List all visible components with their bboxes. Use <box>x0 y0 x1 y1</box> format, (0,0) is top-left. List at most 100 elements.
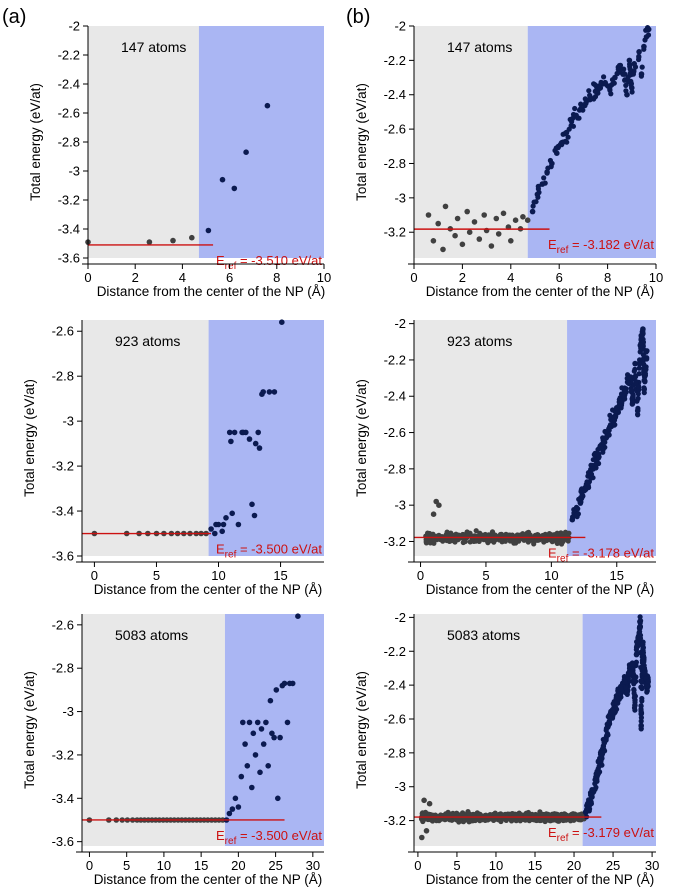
eref-symbol: E <box>216 542 225 557</box>
y-tick-label: -2.2 <box>384 352 406 367</box>
shell-point <box>541 175 547 181</box>
y-axis-title: Total energy (eV/at) <box>22 379 37 497</box>
eref-value: = -3.178 eV/at <box>568 546 654 561</box>
chart-b-923: Eref = -3.178 eV/at 923 atoms -3.2 -3 -2.8 -2… <box>354 316 656 597</box>
shell-point <box>596 763 602 769</box>
size-label: 147 atoms <box>121 39 186 55</box>
core-region <box>414 320 568 556</box>
bulk-point <box>496 534 502 540</box>
data-point <box>637 342 644 349</box>
bulk-point <box>538 817 544 824</box>
x-tick-label: 2 <box>459 270 466 285</box>
x-tick-label: 10 <box>544 568 558 583</box>
y-tick-label: -3 <box>62 704 74 719</box>
shell-point <box>576 496 582 502</box>
y-tick-label: -2.2 <box>58 48 80 63</box>
x-tick-label: 30 <box>306 858 320 873</box>
data-point <box>271 734 277 741</box>
bulk-point <box>473 528 479 534</box>
shell-region <box>224 614 324 846</box>
x-tick-label: 10 <box>317 270 331 285</box>
shell-point <box>586 484 592 491</box>
data-point <box>263 719 269 726</box>
shell-point <box>603 725 610 732</box>
data-point <box>244 763 251 769</box>
x-tick-label: 4 <box>507 270 514 285</box>
y-tick-label: -2.8 <box>52 369 74 384</box>
shell-point <box>638 708 644 714</box>
x-tick-label: 8 <box>604 270 611 285</box>
shell-point <box>636 371 642 377</box>
y-axis-title: Total energy (eV/at) <box>28 83 43 201</box>
data-point <box>249 501 255 508</box>
bulk-point <box>542 534 548 540</box>
data-point <box>611 415 617 421</box>
y-tick-label: -3.6 <box>52 549 74 564</box>
bulk-point <box>518 815 525 821</box>
data-point <box>554 150 560 156</box>
eref-value: = -3.179 eV/at <box>568 825 654 840</box>
shell-point <box>629 89 635 95</box>
bulk-point <box>464 533 471 540</box>
data-point <box>624 689 630 695</box>
data-point <box>258 726 265 732</box>
y-axis-title: Total energy (eV/at) <box>354 671 369 789</box>
bulk-point <box>534 817 540 824</box>
shell-point <box>642 379 648 385</box>
data-point <box>626 57 633 64</box>
eref-symbol: E <box>216 253 225 268</box>
x-tick-label: 5 <box>123 858 130 873</box>
bulk-point <box>546 531 553 537</box>
shell-point <box>535 186 542 192</box>
y-tick-label: -3 <box>394 498 406 513</box>
data-point <box>246 436 253 442</box>
data-point <box>579 493 586 499</box>
data-point <box>231 185 238 192</box>
data-point <box>223 515 229 521</box>
data-point <box>632 360 638 367</box>
data-point <box>625 670 632 677</box>
bulk-point <box>504 815 510 821</box>
data-point <box>213 521 219 528</box>
data-point <box>256 445 263 451</box>
data-point <box>243 149 249 155</box>
shell-point <box>610 407 616 413</box>
chart-a-923: Eref = -3.500 eV/at 923 atoms -3.6 -3.4 -3.2… <box>22 319 324 597</box>
shell-point <box>586 88 592 94</box>
chart-b-147: Eref = -3.182 eV/at 147 atoms -3.2 -3 -2.8 -2… <box>354 19 663 300</box>
shell-point <box>639 64 645 70</box>
bulk-point <box>499 539 505 545</box>
shell-point <box>578 101 584 107</box>
core-region <box>82 320 209 556</box>
data-point <box>629 662 636 668</box>
y-tick-label: -2.6 <box>384 711 406 726</box>
eref-subscript: ref <box>225 261 237 272</box>
data-point <box>289 680 296 687</box>
y-tick-label: -2.6 <box>52 617 74 632</box>
data-point <box>260 741 267 747</box>
x-tick-label: 6 <box>226 270 233 285</box>
x-tick-label: 20 <box>231 858 245 873</box>
bulk-point <box>423 540 429 546</box>
x-tick-label: 5 <box>153 568 160 583</box>
data-point <box>641 665 648 671</box>
eref-label: Eref = -3.500 eV/at <box>216 828 322 847</box>
shell-point <box>642 670 648 677</box>
bulk-point <box>523 532 529 538</box>
y-tick-label: -2.4 <box>384 87 406 102</box>
data-point <box>645 26 652 33</box>
x-axis-title: Distance from the center of the NP (Å) <box>94 872 323 887</box>
shell-point <box>644 356 650 362</box>
data-point <box>466 229 473 235</box>
data-point <box>638 723 644 729</box>
data-point <box>612 74 618 81</box>
y-tick-label: -3.4 <box>52 504 74 519</box>
eref-symbol: E <box>548 825 557 840</box>
data-point <box>249 784 255 791</box>
eref-value: = -3.510 eV/at <box>236 253 322 268</box>
shell-point <box>633 374 639 380</box>
data-point <box>582 809 589 815</box>
data-point <box>602 79 608 86</box>
data-point <box>637 618 644 624</box>
